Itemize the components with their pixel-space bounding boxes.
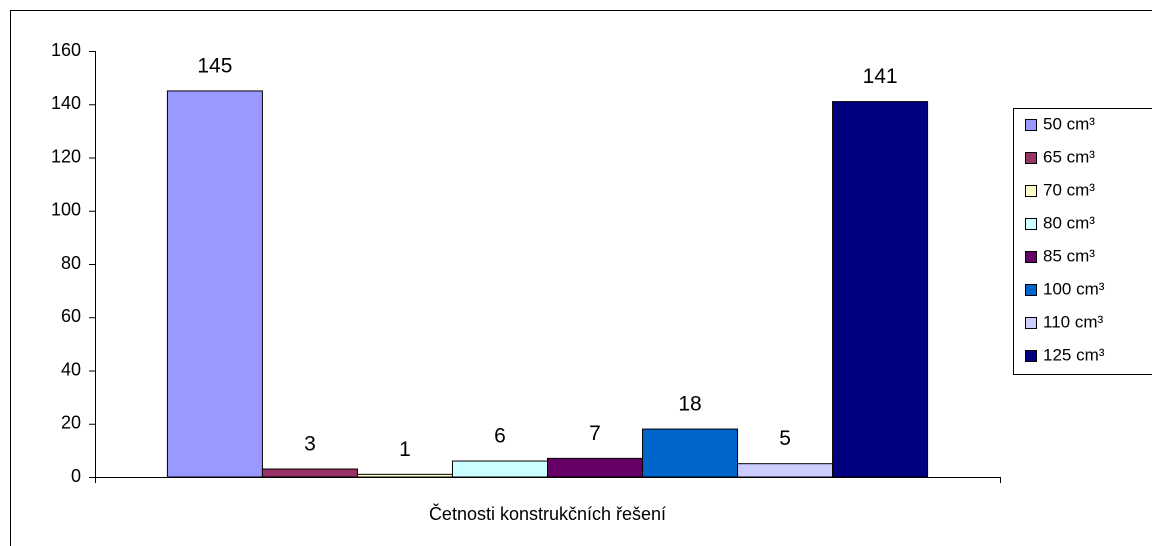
value-label: 141 bbox=[863, 65, 898, 88]
y-tick-label: 80 bbox=[61, 253, 81, 273]
bar bbox=[737, 463, 834, 478]
legend-label: 85 cm³ bbox=[1043, 246, 1095, 265]
value-label: 145 bbox=[197, 54, 232, 77]
bar bbox=[642, 428, 739, 478]
y-tick-label: 160 bbox=[51, 40, 81, 60]
y-tick-label: 100 bbox=[51, 200, 81, 220]
bar bbox=[451, 460, 549, 478]
value-label: 1 bbox=[399, 438, 411, 461]
y-tick-label: 0 bbox=[71, 466, 81, 486]
y-tick-label: 40 bbox=[61, 359, 81, 379]
bar bbox=[356, 473, 453, 478]
legend-swatch bbox=[1025, 284, 1037, 296]
value-label: 7 bbox=[589, 422, 601, 445]
y-tick-label: 20 bbox=[61, 413, 81, 433]
value-label: 5 bbox=[779, 427, 791, 450]
legend-label: 100 cm³ bbox=[1043, 279, 1105, 298]
y-tick-label: 60 bbox=[61, 306, 81, 326]
legend-swatch bbox=[1025, 152, 1037, 164]
bar bbox=[832, 101, 929, 478]
legend-swatch bbox=[1025, 119, 1037, 131]
legend-label: 70 cm³ bbox=[1043, 180, 1095, 199]
bar bbox=[261, 468, 358, 478]
legend-label: 50 cm³ bbox=[1043, 114, 1095, 133]
legend-label: 125 cm³ bbox=[1043, 345, 1105, 364]
legend-swatch bbox=[1025, 251, 1037, 263]
value-label: 18 bbox=[678, 393, 701, 416]
y-tick-label: 120 bbox=[51, 146, 81, 166]
legend-swatch bbox=[1025, 317, 1037, 329]
legend-swatch bbox=[1025, 218, 1037, 230]
legend-label: 65 cm³ bbox=[1043, 147, 1095, 166]
legend-label: 110 cm³ bbox=[1043, 312, 1103, 331]
legend-label: 80 cm³ bbox=[1043, 213, 1095, 232]
value-label: 6 bbox=[494, 425, 506, 448]
legend-swatch bbox=[1025, 350, 1037, 362]
x-tick-label: Četnosti konstrukčních řešení bbox=[429, 503, 666, 524]
bar bbox=[166, 90, 263, 478]
bar bbox=[547, 457, 644, 478]
y-tick-label: 140 bbox=[51, 93, 81, 113]
legend-swatch bbox=[1025, 185, 1037, 197]
value-label: 3 bbox=[304, 433, 316, 456]
